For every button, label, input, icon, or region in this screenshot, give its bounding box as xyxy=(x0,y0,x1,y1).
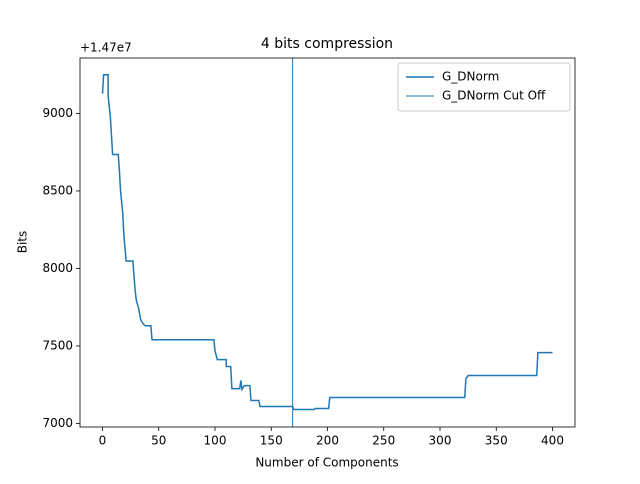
chart-title: 4 bits compression xyxy=(261,36,393,52)
y-tick-label: 7000 xyxy=(42,416,73,430)
x-tick-label: 100 xyxy=(204,434,227,448)
x-tick-label: 150 xyxy=(260,434,283,448)
y-offset-label: +1.47e7 xyxy=(80,41,132,55)
legend-label: G_DNorm xyxy=(442,70,499,84)
x-tick-label: 300 xyxy=(429,434,452,448)
x-tick-label: 250 xyxy=(372,434,395,448)
x-tick-label: 50 xyxy=(151,434,166,448)
y-tick-label: 7500 xyxy=(42,338,73,352)
y-tick-label: 8500 xyxy=(42,183,73,197)
x-tick-label: 400 xyxy=(541,434,564,448)
x-tick-label: 0 xyxy=(99,434,107,448)
x-tick-label: 200 xyxy=(316,434,339,448)
x-axis-label: Number of Components xyxy=(255,456,398,470)
y-tick-label: 8000 xyxy=(42,261,73,275)
x-tick-label: 350 xyxy=(485,434,508,448)
legend-label: G_DNorm Cut Off xyxy=(442,89,546,103)
y-tick-label: 9000 xyxy=(42,106,73,120)
data-line xyxy=(101,73,553,411)
legend-box xyxy=(397,62,571,112)
y-axis-label: Bits xyxy=(16,231,30,254)
plot-frame xyxy=(79,57,576,428)
